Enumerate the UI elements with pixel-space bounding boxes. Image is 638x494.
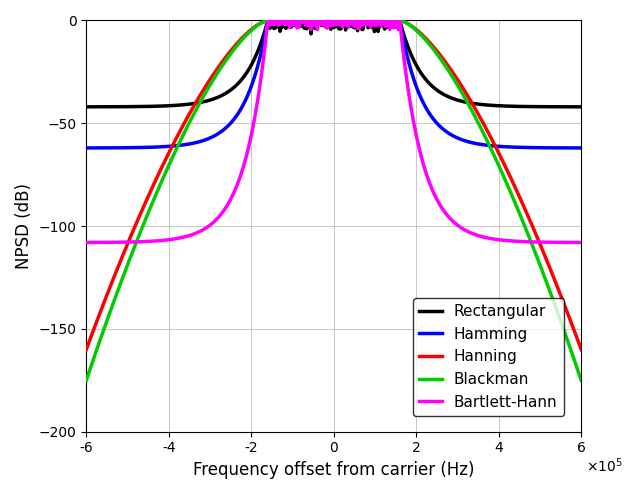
Legend: Rectangular, Hamming, Hanning, Blackman, Bartlett-Hann: Rectangular, Hamming, Hanning, Blackman,… bbox=[413, 298, 564, 416]
Blackman bbox=[272, 17, 280, 23]
Rectangular bbox=[293, 15, 301, 21]
Hanning bbox=[264, 17, 272, 23]
Bartlett-Hann bbox=[577, 240, 585, 246]
Bartlett-Hann bbox=[514, 239, 522, 245]
Hamming bbox=[139, 145, 147, 151]
Hamming bbox=[577, 145, 585, 151]
Blackman bbox=[139, 223, 147, 229]
Bartlett-Hann bbox=[168, 236, 176, 242]
Hamming bbox=[82, 145, 90, 151]
X-axis label: Frequency offset from carrier (Hz): Frequency offset from carrier (Hz) bbox=[193, 461, 475, 479]
Rectangular bbox=[514, 103, 522, 109]
Hamming bbox=[264, 17, 272, 23]
Line: Blackman: Blackman bbox=[86, 20, 581, 380]
Bartlett-Hann bbox=[568, 240, 575, 246]
Line: Rectangular: Rectangular bbox=[86, 4, 581, 107]
Rectangular bbox=[272, 16, 280, 22]
Hamming bbox=[568, 145, 575, 151]
Hanning bbox=[577, 346, 585, 352]
Bartlett-Hann bbox=[272, 19, 280, 25]
Blackman bbox=[294, 17, 302, 23]
Rectangular bbox=[577, 104, 585, 110]
Hanning bbox=[139, 206, 147, 211]
Rectangular bbox=[568, 104, 575, 110]
Rectangular bbox=[168, 103, 176, 109]
Hanning bbox=[168, 143, 176, 149]
Bartlett-Hann bbox=[139, 239, 147, 245]
Bartlett-Hann bbox=[82, 240, 90, 246]
Hanning bbox=[294, 17, 302, 23]
Hamming bbox=[294, 17, 302, 23]
Blackman bbox=[168, 155, 176, 161]
Text: $\times 10^5$: $\times 10^5$ bbox=[586, 456, 623, 475]
Rectangular bbox=[82, 104, 90, 110]
Rectangular bbox=[139, 104, 147, 110]
Hamming bbox=[272, 17, 280, 23]
Blackman bbox=[568, 349, 575, 355]
Line: Hamming: Hamming bbox=[86, 20, 581, 148]
Blackman bbox=[264, 17, 272, 23]
Blackman bbox=[514, 207, 522, 213]
Y-axis label: NPSD (dB): NPSD (dB) bbox=[15, 183, 33, 269]
Hamming bbox=[514, 144, 522, 150]
Hanning bbox=[514, 191, 522, 197]
Line: Bartlett-Hann: Bartlett-Hann bbox=[86, 12, 581, 243]
Hanning bbox=[272, 17, 280, 23]
Line: Hanning: Hanning bbox=[86, 20, 581, 349]
Blackman bbox=[82, 377, 90, 383]
Bartlett-Hann bbox=[293, 15, 301, 21]
Hanning bbox=[568, 321, 575, 327]
Rectangular bbox=[299, 1, 306, 7]
Blackman bbox=[577, 377, 585, 383]
Bartlett-Hann bbox=[372, 9, 380, 15]
Hamming bbox=[168, 143, 176, 149]
Hanning bbox=[82, 346, 90, 352]
